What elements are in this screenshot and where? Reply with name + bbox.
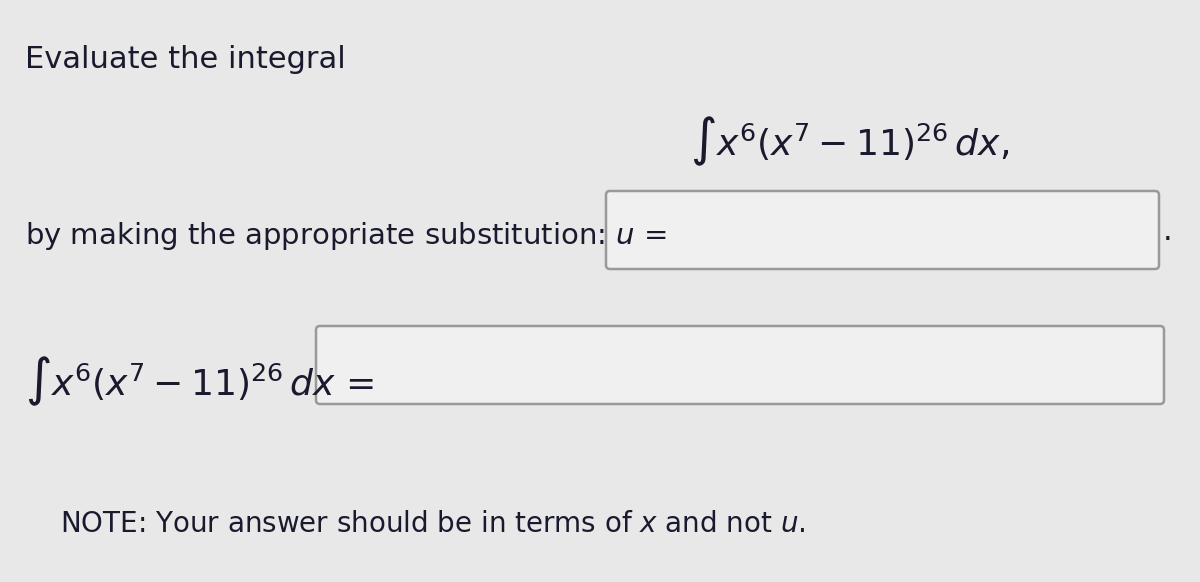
Text: $\int x^6(x^7 - 11)^{26}\,dx,$: $\int x^6(x^7 - 11)^{26}\,dx,$ [690,115,1009,168]
Text: NOTE: Your answer should be in terms of $x$ and not $u$.: NOTE: Your answer should be in terms of … [60,510,805,538]
FancyBboxPatch shape [316,326,1164,404]
FancyBboxPatch shape [606,191,1159,269]
Text: Evaluate the integral: Evaluate the integral [25,45,346,74]
Text: $\int x^6(x^7 - 11)^{26}\,dx$ =: $\int x^6(x^7 - 11)^{26}\,dx$ = [25,355,374,409]
Text: .: . [1163,218,1172,247]
Text: by making the appropriate substitution: $u$ =: by making the appropriate substitution: … [25,220,667,252]
